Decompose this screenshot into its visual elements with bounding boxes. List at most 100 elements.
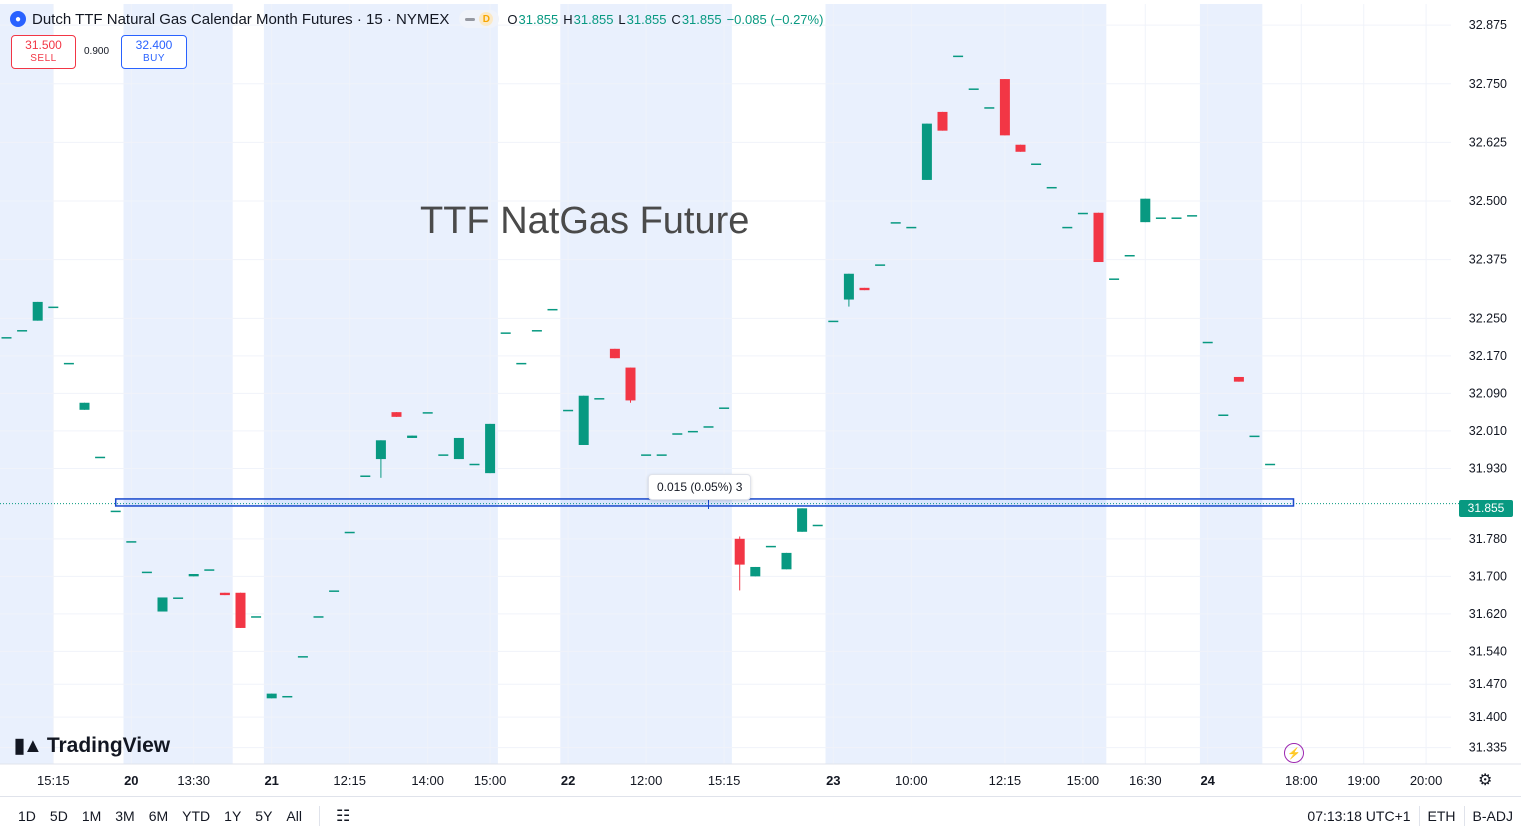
candle-body xyxy=(1031,163,1042,166)
candle-body xyxy=(687,430,698,433)
candle-body xyxy=(1046,186,1057,189)
range-5y[interactable]: 5Y xyxy=(255,808,273,824)
date-range-icon[interactable]: ☷ xyxy=(335,808,351,825)
candle-body xyxy=(1265,463,1276,466)
time-tick-label: 15:00 xyxy=(474,773,507,788)
range-1d[interactable]: 1D xyxy=(18,808,36,824)
price-tick-label: 32.875 xyxy=(1469,18,1507,32)
candle-body xyxy=(719,407,730,409)
candle-body xyxy=(906,226,917,229)
candle-body xyxy=(1202,341,1213,344)
price-tick-label: 32.625 xyxy=(1469,135,1507,149)
range-ytd[interactable]: YTD xyxy=(182,808,211,824)
session-band xyxy=(1199,4,1263,764)
toolbar-divider xyxy=(1463,806,1465,826)
candle-body xyxy=(984,107,995,109)
candle-body xyxy=(812,524,823,527)
range-1m[interactable]: 1M xyxy=(81,808,102,824)
open-value: 31.855 xyxy=(518,11,559,27)
price-tick-label: 31.930 xyxy=(1469,461,1507,475)
symbol-title[interactable]: Dutch TTF Natural Gas Calendar Month Fut… xyxy=(32,10,450,28)
candle-body xyxy=(890,222,901,224)
candle-body xyxy=(1140,198,1151,223)
change-value: −0.085 (−0.27%) xyxy=(726,11,824,27)
logo-text: TradingView xyxy=(46,733,171,757)
adjust-toggle[interactable]: B-ADJ xyxy=(1472,808,1513,824)
candle-body xyxy=(641,454,652,456)
candle-body xyxy=(1,337,12,339)
close-value: 31.855 xyxy=(681,11,722,27)
candle-body xyxy=(1218,414,1229,416)
candle-body xyxy=(1155,217,1166,219)
candle-body xyxy=(1109,278,1120,280)
session-toggle[interactable]: ETH xyxy=(1427,808,1456,824)
grid-lines xyxy=(0,4,1521,765)
price-tick-label: 32.010 xyxy=(1469,424,1507,438)
candle-body xyxy=(344,531,355,534)
candle-body xyxy=(469,463,480,466)
candle-body xyxy=(219,592,230,596)
candle-body xyxy=(438,454,449,456)
sell-button[interactable]: 31.500 SELL xyxy=(11,35,76,69)
tradingview-logo[interactable]: ▮▲ TradingView xyxy=(14,733,170,758)
candle-body xyxy=(32,301,43,321)
measure-tooltip: 0.015 (0.05%) 3 xyxy=(648,474,752,500)
candle-body xyxy=(781,552,792,570)
clock-time[interactable]: 07:13:18 UTC+1 xyxy=(1307,808,1411,824)
time-tick-label: 15:15 xyxy=(37,773,70,788)
time-tick-label: 16:30 xyxy=(1129,773,1162,788)
candle-body xyxy=(391,412,402,417)
lightning-icon[interactable]: ⚡ xyxy=(1284,743,1304,763)
price-tick-label: 31.335 xyxy=(1469,741,1507,755)
time-tick-label: 20 xyxy=(124,773,138,788)
range-6m[interactable]: 6M xyxy=(148,808,169,824)
candle-body xyxy=(79,402,90,410)
candle-body xyxy=(859,287,870,291)
time-tick-label: 10:00 xyxy=(895,773,928,788)
candle-body xyxy=(110,510,121,513)
candle-body xyxy=(547,308,558,311)
candle-body xyxy=(672,433,683,435)
candle-body xyxy=(625,367,636,401)
price-tick-label: 32.375 xyxy=(1469,253,1507,267)
range-5d[interactable]: 5D xyxy=(49,808,68,824)
candle-body xyxy=(422,412,433,414)
candle-body xyxy=(407,435,418,438)
candle-body xyxy=(765,545,776,548)
candle-body xyxy=(266,693,277,699)
candle-body xyxy=(797,508,808,532)
interval-badge: D xyxy=(479,12,494,26)
candle-body xyxy=(1062,226,1073,229)
close-key: C xyxy=(671,11,681,27)
price-tick-label: 31.540 xyxy=(1469,644,1507,658)
candle-body xyxy=(485,423,496,474)
range-all[interactable]: All xyxy=(286,808,302,824)
candles xyxy=(1,55,1276,699)
range-3m[interactable]: 3M xyxy=(115,808,135,824)
gear-icon[interactable]: ⚙ xyxy=(1478,772,1493,789)
candle-body xyxy=(609,348,620,359)
candle-body xyxy=(1077,212,1088,215)
buy-button[interactable]: 32.400 BUY xyxy=(121,35,187,69)
time-tick-label: 19:00 xyxy=(1347,773,1380,788)
candle-body xyxy=(360,475,371,477)
time-tick-label: 12:00 xyxy=(630,773,663,788)
candle-body xyxy=(313,616,324,618)
candle-body xyxy=(531,330,542,332)
ohlc-values: O31.855 H31.855 L31.855 C31.855 −0.085 (… xyxy=(507,12,828,27)
candle-body xyxy=(656,454,667,456)
high-key: H xyxy=(563,11,573,27)
session-band xyxy=(825,4,1107,764)
candle-body xyxy=(141,571,152,574)
status-pill[interactable]: D xyxy=(459,10,500,28)
bottom-toolbar: 1D 5D 1M 3M 6M YTD 1Y 5Y All ☷ 07:13:18 … xyxy=(0,796,1521,835)
price-tick-label: 31.470 xyxy=(1469,677,1507,691)
candle-body xyxy=(937,111,948,131)
candle-body xyxy=(953,55,964,58)
time-tick-label: 23 xyxy=(826,773,840,788)
candle-body xyxy=(95,456,106,459)
range-1y[interactable]: 1Y xyxy=(224,808,242,824)
time-tick-label: 20:00 xyxy=(1410,773,1443,788)
candle-body xyxy=(999,79,1010,136)
